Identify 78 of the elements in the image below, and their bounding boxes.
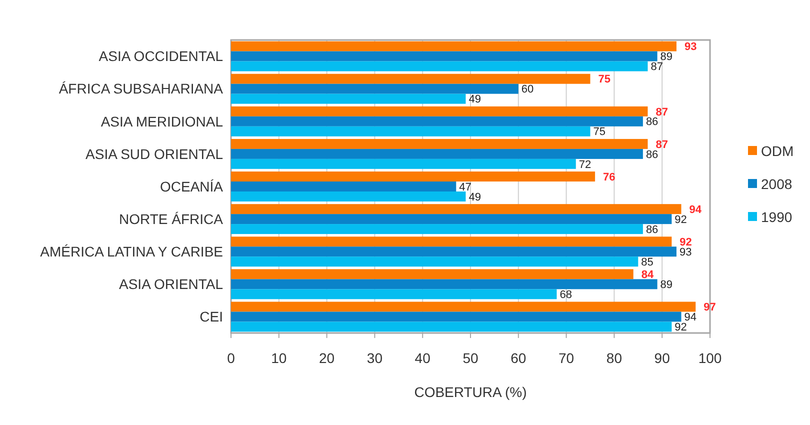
y-tick-label: ASIA ORIENTAL	[119, 276, 224, 292]
bar	[231, 322, 672, 332]
data-label: 94	[684, 312, 697, 324]
data-label: 75	[593, 126, 606, 138]
bar	[231, 94, 466, 104]
data-label: 72	[578, 158, 592, 171]
data-label: 60	[521, 84, 534, 96]
legend-label: 1990	[761, 208, 792, 225]
y-tick-label: OCEANÍA	[160, 178, 224, 194]
data-label: 86	[646, 148, 658, 161]
bar	[231, 116, 643, 126]
data-label: 84	[641, 269, 654, 282]
data-label: 93	[679, 246, 692, 258]
y-tick-label: ÁFRICA SUBSAHARIANA	[58, 80, 224, 97]
data-label: 49	[468, 191, 481, 204]
y-tick-label: ASIA MERIDIONAL	[100, 113, 224, 130]
x-tick-label: 100	[698, 350, 722, 366]
data-label: 68	[560, 289, 572, 301]
y-tick-label: AMÉRICA LATINA Y CARIBE	[40, 244, 223, 260]
data-label: 87	[656, 106, 668, 118]
legend-label: ODM	[761, 142, 794, 159]
x-tick-label: 40	[414, 350, 431, 366]
bar	[231, 41, 676, 52]
bar	[231, 246, 676, 257]
x-tick-label: 20	[319, 350, 335, 366]
data-label: 49	[468, 94, 481, 106]
data-label: 92	[674, 322, 687, 334]
data-label: 87	[656, 138, 668, 151]
data-label: 47	[459, 181, 472, 194]
bar	[231, 148, 643, 159]
y-tick-label: CEI	[200, 308, 223, 325]
data-label: 76	[603, 171, 616, 184]
bar	[231, 126, 590, 136]
bar	[231, 191, 466, 202]
bar	[231, 106, 648, 116]
bar	[231, 256, 638, 267]
data-label: 75	[598, 74, 610, 86]
bar	[231, 51, 658, 62]
y-tick-label: NORTE ÁFRICA	[119, 210, 224, 227]
data-label: 92	[680, 236, 692, 248]
y-tick-label: ASIA SUD ORIENTAL	[86, 146, 224, 162]
bar	[231, 224, 643, 234]
data-label: 85	[641, 256, 654, 268]
bar	[231, 214, 672, 224]
data-label: 86	[646, 116, 658, 128]
data-label: 92	[674, 214, 687, 226]
bar	[231, 289, 557, 300]
data-label: 93	[684, 41, 697, 54]
x-tick-label: 80	[606, 350, 622, 366]
data-label: 94	[689, 204, 702, 216]
bar	[231, 158, 576, 169]
x-tick-label: 0	[227, 350, 236, 366]
bar	[231, 279, 658, 290]
x-tick-label: 50	[462, 350, 478, 366]
x-tick-label: 90	[654, 350, 670, 366]
data-label: 86	[646, 224, 658, 236]
bar	[231, 74, 590, 84]
bar	[231, 312, 682, 322]
data-label: 87	[650, 61, 663, 74]
data-label: 89	[660, 51, 673, 64]
bar	[231, 61, 648, 72]
bar	[231, 236, 672, 247]
x-tick-label: 70	[558, 350, 574, 366]
y-tick-label: ASIA OCCIDENTAL	[98, 48, 224, 64]
data-label: 89	[660, 279, 673, 292]
bar	[231, 172, 596, 182]
bar	[231, 269, 634, 280]
bar	[231, 138, 648, 149]
x-tick-label: 60	[510, 350, 526, 366]
x-tick-label: 30	[366, 350, 383, 366]
bar	[231, 182, 456, 192]
bar	[231, 302, 696, 312]
data-label: 97	[704, 302, 716, 314]
bar	[231, 204, 682, 214]
legend-label: 2008	[761, 176, 792, 192]
bar	[231, 84, 518, 94]
x-tick-label: 10	[271, 350, 287, 366]
x-axis-title: COBERTURA (%)	[414, 384, 527, 400]
